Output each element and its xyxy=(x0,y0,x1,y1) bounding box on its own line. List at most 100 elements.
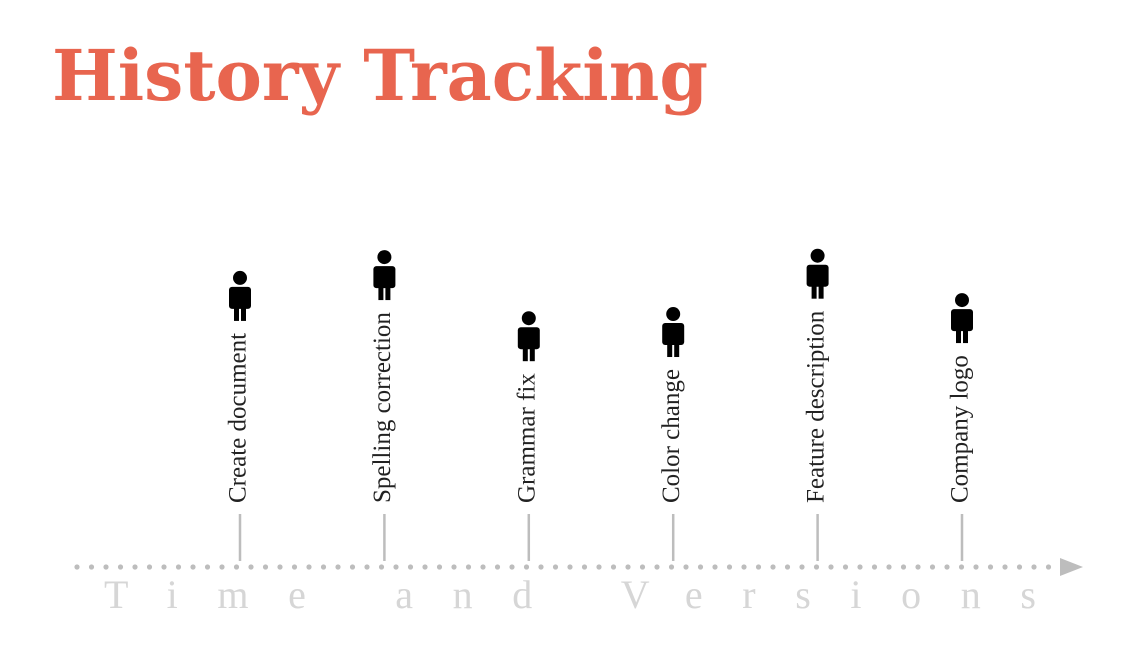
axis-dot xyxy=(1016,564,1023,570)
person-icon xyxy=(517,311,540,362)
axis-dot xyxy=(494,564,501,570)
axis-dot xyxy=(364,564,370,570)
axis-dot xyxy=(291,564,298,570)
axis-dot xyxy=(552,564,559,570)
axis-dot xyxy=(755,564,762,570)
person-icon xyxy=(662,307,685,358)
event-label: Feature description xyxy=(802,310,829,503)
axis-dot xyxy=(929,564,936,570)
axis-dot xyxy=(407,564,414,570)
axis-dot xyxy=(799,564,805,570)
axis-dot xyxy=(175,564,182,570)
icon-head xyxy=(955,293,969,308)
axis-dot xyxy=(770,564,776,570)
axis-dot xyxy=(262,564,269,570)
axis-dot xyxy=(712,564,718,570)
axis-dot xyxy=(436,564,443,570)
icon-leg xyxy=(956,329,961,344)
icon-leg xyxy=(529,347,535,362)
icon-body xyxy=(229,286,251,309)
axis-dot xyxy=(784,564,791,570)
axis-dot xyxy=(117,564,124,570)
event: Company logo xyxy=(947,293,974,561)
axis-dot xyxy=(335,564,341,570)
axis-dot xyxy=(581,564,588,570)
icon-leg xyxy=(241,306,246,321)
axis-dot xyxy=(523,564,530,570)
axis-dot xyxy=(509,564,515,570)
axis-dot xyxy=(813,564,820,570)
axis-dot xyxy=(741,564,747,570)
icon-head xyxy=(377,250,392,265)
axis-dot xyxy=(596,564,602,570)
axis-dot xyxy=(886,564,892,570)
axis-dot xyxy=(74,564,80,570)
axis-dot xyxy=(1002,564,1008,570)
event-label: Company logo xyxy=(947,355,974,503)
axis-dot xyxy=(132,564,138,570)
axis-dot xyxy=(219,564,225,570)
axis-dot xyxy=(726,564,733,570)
slide-title: History Tracking xyxy=(52,34,708,117)
axis-dot xyxy=(233,564,240,570)
axis-dot xyxy=(538,564,544,570)
icon-leg xyxy=(378,286,384,301)
axis-dot xyxy=(697,564,704,570)
axis-dot xyxy=(668,564,675,570)
person-icon xyxy=(229,270,251,321)
icon-leg xyxy=(818,284,824,299)
icon-leg xyxy=(811,284,817,299)
axis-dot xyxy=(828,564,834,570)
axis-dot xyxy=(1031,564,1037,570)
person-icon xyxy=(806,248,829,299)
axis-dot xyxy=(625,564,631,570)
icon-head xyxy=(521,311,536,326)
axis-dot xyxy=(842,564,849,570)
event-label: Spelling correction xyxy=(369,312,396,503)
axis-dot xyxy=(378,564,385,570)
person-icon xyxy=(373,250,396,301)
icon-leg xyxy=(234,306,239,321)
icon-head xyxy=(810,248,825,263)
axis-dot xyxy=(88,564,95,570)
icon-leg xyxy=(385,286,391,301)
axis-dot xyxy=(871,564,878,570)
icon-body xyxy=(806,264,829,287)
axis-dot xyxy=(422,564,428,570)
axis-dot xyxy=(190,564,196,570)
event: Spelling correction xyxy=(369,250,396,561)
icon-head xyxy=(666,307,681,322)
axis-dot xyxy=(451,564,457,570)
axis-dot xyxy=(973,564,979,570)
icon-body xyxy=(373,266,396,289)
events: Create document Spelling correction Gramma… xyxy=(225,248,974,561)
event: Grammar fix xyxy=(514,311,541,561)
axis-dot xyxy=(654,564,660,570)
event-label: Create document xyxy=(225,333,252,503)
event-label: Grammar fix xyxy=(514,373,541,503)
axis-dot xyxy=(900,564,907,570)
icon-leg xyxy=(963,329,968,344)
axis-label: Time and Versions xyxy=(104,572,1036,617)
axis-dot xyxy=(915,564,921,570)
axis-dot xyxy=(987,564,994,570)
axis-dot xyxy=(306,564,312,570)
axis-dot xyxy=(103,564,109,570)
event: Feature description xyxy=(802,248,829,561)
axis-dot xyxy=(248,564,254,570)
axis-dot xyxy=(204,564,211,570)
timeline-axis xyxy=(74,564,1052,570)
axis-dot xyxy=(610,564,617,570)
event-label: Color change xyxy=(658,369,685,503)
axis-dot xyxy=(1045,564,1052,570)
timeline-arrow xyxy=(1060,558,1083,576)
event: Color change xyxy=(658,307,685,561)
axis-dot xyxy=(944,564,950,570)
icon-head xyxy=(233,270,247,285)
axis-dot xyxy=(320,564,327,570)
axis-dot xyxy=(161,564,167,570)
axis-dot xyxy=(349,564,356,570)
axis-dot xyxy=(639,564,646,570)
